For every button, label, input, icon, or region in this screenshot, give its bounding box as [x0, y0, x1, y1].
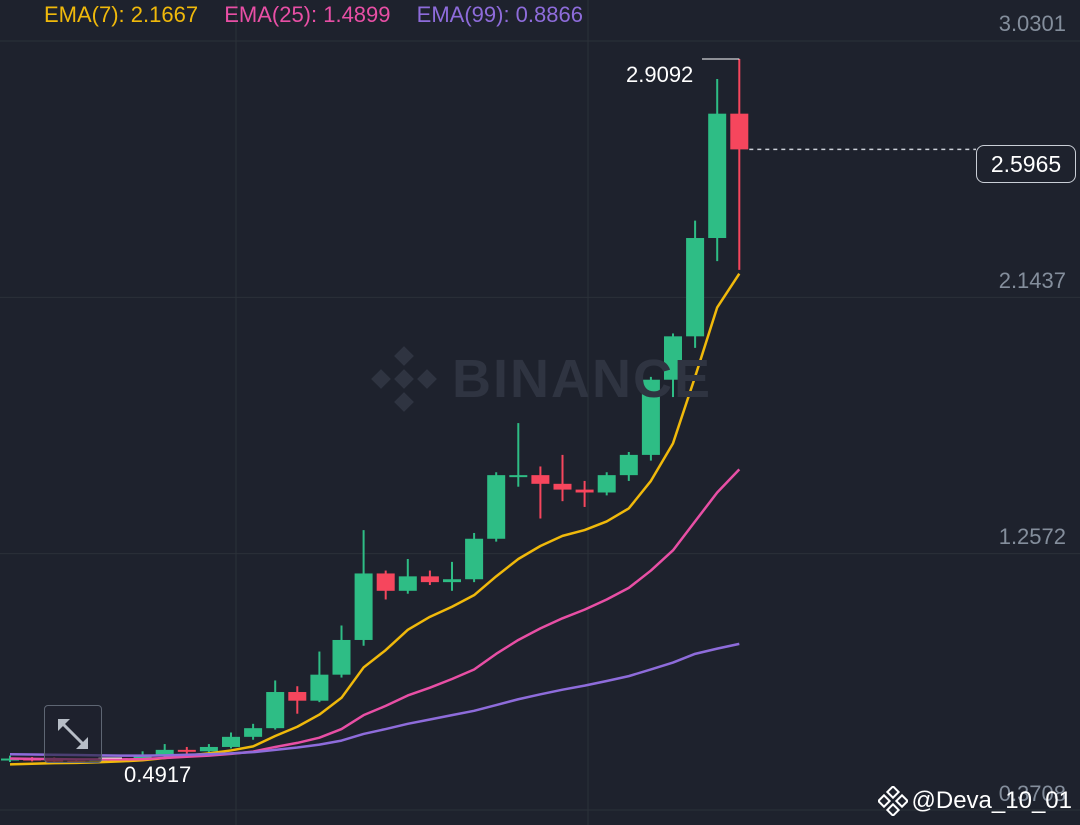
candle-body-up	[244, 728, 263, 737]
y-axis-label-bottom: 0.3708	[998, 781, 1066, 806]
candle-body-up	[398, 576, 417, 591]
candle-body-up	[664, 336, 682, 380]
ema99-label: EMA(99): 0.8866	[416, 2, 583, 27]
ema7-line	[9, 272, 741, 766]
candle-body-up	[509, 475, 528, 478]
binance-small-icon	[877, 786, 908, 816]
y-axis-label-top: 3.0301	[998, 11, 1066, 36]
candle-body-down	[531, 475, 550, 484]
ema7-label: EMA(7): 2.1667	[44, 2, 199, 27]
low-annotation: 0.4917	[124, 762, 192, 787]
candle-body-up	[155, 749, 174, 756]
ema99-line	[9, 642, 740, 757]
candle-body-up	[465, 538, 484, 580]
candle-body-up	[310, 674, 329, 701]
candle-body-down	[730, 113, 749, 150]
candle-body-up	[332, 639, 351, 675]
y-axis-label-upper: 2.1437	[998, 268, 1066, 293]
candle-body-up	[487, 475, 506, 539]
candle-body-up	[619, 454, 638, 476]
candle-body-up	[443, 579, 461, 583]
candle-body-down	[288, 692, 307, 701]
candle-body-down	[376, 573, 395, 591]
y-axis-label-lower: 1.2572	[998, 524, 1066, 549]
credit-text: @Deva_10_01	[911, 787, 1072, 814]
candle-body-up	[222, 736, 240, 747]
candle-body-up	[199, 746, 218, 752]
candle-body-up	[686, 238, 705, 337]
candle-body-up	[597, 475, 616, 493]
candle-body-down	[575, 489, 594, 493]
indicator-legend: EMA(7): 2.1667 EMA(25): 1.4899 EMA(99): …	[44, 2, 603, 28]
candle-body-down	[553, 483, 572, 490]
candle-body-up	[708, 113, 727, 239]
watermark: BINANCE	[370, 345, 712, 413]
expand-chart-button[interactable]	[44, 705, 102, 763]
watermark-text: BINANCE	[452, 349, 713, 409]
high-annotation: 2.9092	[626, 62, 694, 87]
candle-body-up	[266, 692, 285, 729]
candle-body-up	[354, 573, 373, 640]
author-credit: @Deva_10_01	[877, 786, 1072, 816]
current-price-tag: 2.5965	[976, 145, 1076, 183]
expand-arrows-icon	[58, 719, 88, 749]
binance-diamond-icon	[371, 346, 437, 412]
candle-body-up	[641, 379, 660, 455]
ema25-label: EMA(25): 1.4899	[224, 2, 391, 27]
candle-body-up	[133, 755, 152, 760]
candle-body-down	[177, 749, 196, 752]
ema25-line	[9, 468, 741, 761]
candle-body-down	[420, 576, 439, 583]
